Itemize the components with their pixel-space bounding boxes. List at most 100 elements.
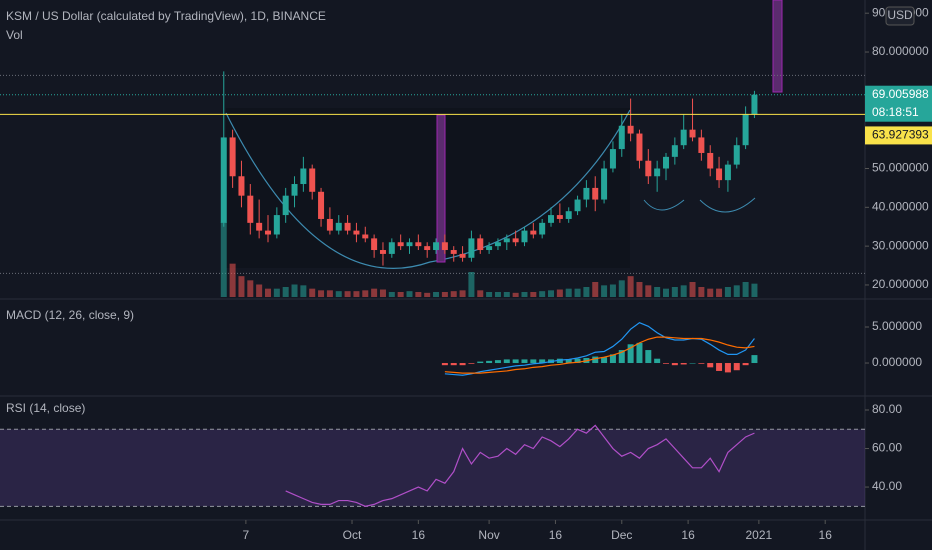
candle-body xyxy=(406,242,413,247)
volume-bar xyxy=(300,285,307,297)
histogram-bar xyxy=(707,363,714,368)
x-tick-label: Dec xyxy=(611,528,632,542)
candle-body xyxy=(371,238,378,251)
volume-bar xyxy=(406,291,413,297)
candle-body xyxy=(335,222,342,231)
currency-label: USD xyxy=(887,8,913,22)
y-tick-label: 50.000000 xyxy=(872,161,929,175)
candle-body xyxy=(601,168,608,200)
y-tick-label: 20.000000 xyxy=(872,277,929,291)
candle-body xyxy=(494,242,501,247)
chart-title: KSM / US Dollar (calculated by TradingVi… xyxy=(6,9,326,23)
volume-bar xyxy=(627,276,634,297)
candle-body xyxy=(344,222,351,231)
histogram-bar xyxy=(530,359,537,364)
volume-bar xyxy=(273,288,280,297)
volume-bar xyxy=(459,290,466,297)
last-price-box xyxy=(865,85,932,122)
countdown-label: 08:18:51 xyxy=(872,105,919,119)
candle-body xyxy=(539,222,546,235)
candle-body xyxy=(548,215,555,223)
x-tick-label: Oct xyxy=(343,528,362,542)
volume-bar xyxy=(247,280,254,297)
alert-label: 63.927393 xyxy=(872,128,929,142)
volume-bar xyxy=(530,292,537,297)
x-tick-label: 16 xyxy=(549,528,563,542)
volume-bar xyxy=(724,287,731,297)
histogram-bar xyxy=(698,363,705,364)
volume-bar xyxy=(512,292,519,297)
y-tick-label: 40.00 xyxy=(872,479,902,493)
range-box xyxy=(772,0,783,93)
histogram-bar xyxy=(680,363,687,365)
volume-bar xyxy=(335,291,342,297)
candle-body xyxy=(503,238,510,243)
volume-bar xyxy=(318,290,325,297)
candle-body xyxy=(300,168,307,185)
range-box xyxy=(436,114,446,263)
volume-bar xyxy=(521,292,528,297)
candle-body xyxy=(256,222,263,231)
volume-bar xyxy=(379,289,386,297)
volume-bar xyxy=(397,292,404,297)
candle-body xyxy=(273,215,280,235)
histogram-bar xyxy=(662,363,669,364)
x-tick-label: 16 xyxy=(412,528,426,542)
y-tick-label: 40.000000 xyxy=(872,199,929,213)
currency-box xyxy=(885,6,915,26)
y-tick-label: 5.000000 xyxy=(872,319,922,333)
candle-body xyxy=(627,125,634,134)
volume-bar xyxy=(654,287,661,297)
candle-body xyxy=(662,156,669,169)
volume-bar xyxy=(229,263,236,297)
candle-body xyxy=(530,230,537,235)
histogram-bar xyxy=(716,363,723,371)
x-tick-label: 2021 xyxy=(746,528,773,542)
candle-body xyxy=(645,160,652,177)
volume-bar xyxy=(574,288,581,297)
candle-body xyxy=(424,246,431,251)
volume-bar xyxy=(238,276,245,297)
candle-body xyxy=(450,250,457,254)
candle-body xyxy=(379,250,386,254)
volume-bar xyxy=(353,291,360,297)
signal-line xyxy=(444,336,755,374)
candle-body xyxy=(468,238,475,258)
candle-body xyxy=(247,195,254,223)
histogram-bar xyxy=(724,363,731,373)
histogram-bar xyxy=(459,363,466,366)
candle-body xyxy=(680,129,687,146)
histogram-bar xyxy=(609,354,616,364)
candle-body xyxy=(618,125,625,150)
volume-bar xyxy=(671,287,678,297)
volume-bar xyxy=(424,292,431,297)
x-tick-label: 7 xyxy=(243,528,250,542)
volume-bar xyxy=(220,222,227,297)
histogram-bar xyxy=(574,358,581,364)
candle-body xyxy=(609,149,616,169)
volume-bar xyxy=(371,288,378,297)
histogram-bar xyxy=(450,363,457,366)
histogram-bar xyxy=(636,342,643,364)
candle-body xyxy=(512,238,519,243)
volume-bar xyxy=(256,284,263,297)
histogram-bar xyxy=(468,363,475,364)
candle-body xyxy=(592,187,599,200)
histogram-bar xyxy=(565,359,572,364)
candle-body xyxy=(220,137,227,223)
histogram-bar xyxy=(733,363,740,371)
candle-body xyxy=(318,191,325,219)
histogram-bar xyxy=(601,357,608,364)
rsi-line xyxy=(285,424,755,507)
x-tick-label: 16 xyxy=(681,528,695,542)
volume-bar xyxy=(645,285,652,297)
candle-body xyxy=(716,168,723,181)
candle-body xyxy=(477,238,484,251)
volume-bar xyxy=(636,282,643,297)
histogram-bar xyxy=(556,358,563,364)
candle-body xyxy=(751,94,758,115)
volume-bar xyxy=(362,290,369,297)
y-tick-label: 80.00 xyxy=(872,402,902,416)
volume-bar xyxy=(680,285,687,297)
